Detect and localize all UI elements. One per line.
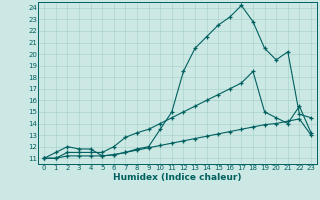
X-axis label: Humidex (Indice chaleur): Humidex (Indice chaleur) <box>113 173 242 182</box>
